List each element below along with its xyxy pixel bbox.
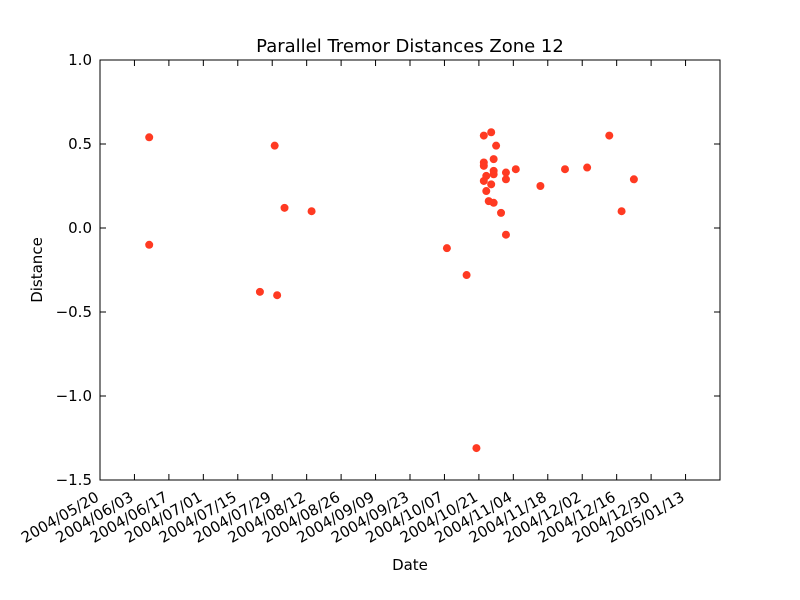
data-point — [280, 203, 289, 212]
data-point — [487, 180, 496, 189]
data-point — [482, 171, 491, 180]
y-tick-label: −1.0 — [56, 387, 92, 405]
data-point — [536, 182, 545, 190]
y-tick-label: 0.0 — [68, 219, 92, 237]
y-tick-label: −0.5 — [56, 303, 92, 321]
data-point — [145, 240, 154, 249]
data-point — [482, 187, 491, 196]
data-point — [273, 291, 282, 300]
data-point — [307, 207, 316, 216]
x-axis-label: Date — [392, 556, 428, 574]
data-point — [479, 131, 488, 140]
y-axis-label: Distance — [28, 237, 46, 303]
data-point — [583, 163, 592, 172]
data-point — [501, 175, 510, 184]
data-point — [511, 165, 520, 174]
y-tick-label: 1.0 — [68, 51, 92, 69]
data-point — [487, 128, 496, 137]
data-point — [255, 287, 264, 296]
data-point — [629, 175, 638, 184]
data-point — [479, 161, 488, 170]
y-tick-label: 0.5 — [68, 135, 92, 153]
y-tick-label: −1.5 — [56, 471, 92, 489]
data-point — [472, 444, 481, 453]
data-point — [501, 168, 510, 177]
axis-ticks: 2004/05/202004/06/032004/06/172004/07/01… — [18, 51, 720, 547]
data-point — [489, 170, 498, 179]
data-point — [497, 208, 506, 217]
data-point — [270, 141, 279, 150]
data-point — [501, 230, 510, 239]
data-point — [442, 244, 451, 253]
data-point — [462, 271, 471, 280]
data-point — [489, 198, 498, 207]
data-point — [492, 141, 501, 150]
data-point — [145, 133, 154, 142]
data-point — [489, 155, 498, 164]
data-points — [145, 128, 638, 453]
data-point — [561, 165, 569, 174]
data-point — [617, 207, 626, 216]
plot-frame — [99, 59, 721, 481]
chart-title: Parallel Tremor Distances Zone 12 — [256, 36, 564, 57]
data-point — [605, 131, 614, 140]
